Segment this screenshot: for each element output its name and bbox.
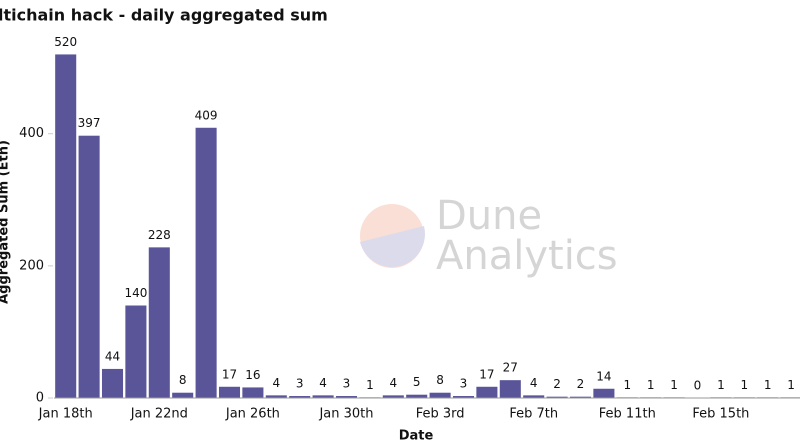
x-tick-label: Feb 7th bbox=[509, 407, 558, 422]
value-label: 4 bbox=[530, 376, 538, 390]
x-axis-label: Date bbox=[399, 429, 434, 444]
y-axis-label: Aggregated Sum (Eth) bbox=[0, 140, 12, 304]
value-label: 4 bbox=[319, 376, 327, 390]
value-label: 5 bbox=[413, 375, 421, 389]
value-label: 17 bbox=[222, 367, 237, 381]
value-label: 1 bbox=[740, 378, 748, 392]
bar bbox=[148, 247, 170, 398]
bar bbox=[218, 386, 241, 398]
x-tick-label: Jan 22nd bbox=[130, 407, 188, 422]
bar bbox=[569, 396, 592, 398]
value-label: 3 bbox=[296, 377, 304, 391]
value-label: 17 bbox=[479, 367, 494, 381]
y-tick-label: 200 bbox=[19, 258, 44, 273]
bar bbox=[195, 127, 217, 399]
watermark-text: Analytics bbox=[436, 233, 618, 279]
value-label: 1 bbox=[717, 378, 725, 392]
bar bbox=[172, 392, 194, 398]
value-label: 14 bbox=[596, 369, 611, 383]
bar bbox=[406, 394, 428, 398]
x-tick-label: Jan 26th bbox=[225, 407, 280, 422]
bar bbox=[476, 386, 498, 398]
value-label: 3 bbox=[460, 377, 468, 391]
value-label: 1 bbox=[647, 378, 655, 392]
bar bbox=[312, 395, 334, 398]
value-label: 4 bbox=[389, 376, 397, 390]
value-label: 228 bbox=[148, 228, 171, 242]
value-label: 1 bbox=[623, 378, 631, 392]
x-tick-label: Jan 18th bbox=[38, 407, 93, 422]
bar bbox=[452, 396, 475, 398]
watermark-logo-part bbox=[360, 226, 425, 267]
value-label: 1 bbox=[787, 378, 795, 392]
bar bbox=[523, 395, 545, 398]
bar bbox=[265, 395, 287, 398]
value-label: 44 bbox=[105, 349, 120, 363]
bar bbox=[289, 396, 311, 398]
x-tick-label: Feb 3rd bbox=[416, 407, 465, 422]
bar bbox=[125, 305, 147, 398]
watermark: Dune Analytics bbox=[360, 193, 618, 279]
value-label: 0 bbox=[694, 379, 702, 393]
value-label: 3 bbox=[343, 377, 351, 391]
x-tick-label: Jan 30th bbox=[318, 407, 373, 422]
bar bbox=[382, 395, 404, 398]
value-label: 8 bbox=[436, 373, 444, 387]
value-label: 16 bbox=[245, 368, 260, 382]
bar bbox=[101, 368, 124, 398]
value-label: 27 bbox=[503, 361, 518, 375]
bar bbox=[546, 396, 568, 398]
value-label: 1 bbox=[366, 378, 374, 392]
bar bbox=[335, 396, 358, 398]
x-tick-label: Feb 15th bbox=[692, 407, 749, 422]
value-label: 8 bbox=[179, 373, 187, 387]
value-label: 1 bbox=[764, 378, 772, 392]
value-label: 520 bbox=[54, 35, 77, 49]
x-tick-label: Feb 11th bbox=[599, 407, 656, 422]
value-label: 397 bbox=[78, 116, 101, 130]
value-label: 140 bbox=[124, 286, 147, 300]
value-label: 4 bbox=[272, 376, 280, 390]
bar bbox=[78, 135, 100, 399]
value-label: 1 bbox=[670, 378, 678, 392]
bar bbox=[429, 392, 451, 398]
value-label: 2 bbox=[553, 377, 561, 391]
bar bbox=[499, 380, 521, 398]
bar bbox=[55, 54, 77, 399]
bar bbox=[242, 387, 264, 398]
watermark-logo bbox=[360, 204, 424, 268]
chart-title: ltichain hack - daily aggregated sum bbox=[0, 6, 328, 25]
y-tick-label: 400 bbox=[19, 126, 44, 141]
y-tick-label: 0 bbox=[36, 391, 44, 406]
value-label: 2 bbox=[577, 377, 585, 391]
watermark-text: Dune bbox=[436, 193, 542, 239]
bar bbox=[593, 388, 615, 398]
value-label: 409 bbox=[195, 108, 218, 122]
